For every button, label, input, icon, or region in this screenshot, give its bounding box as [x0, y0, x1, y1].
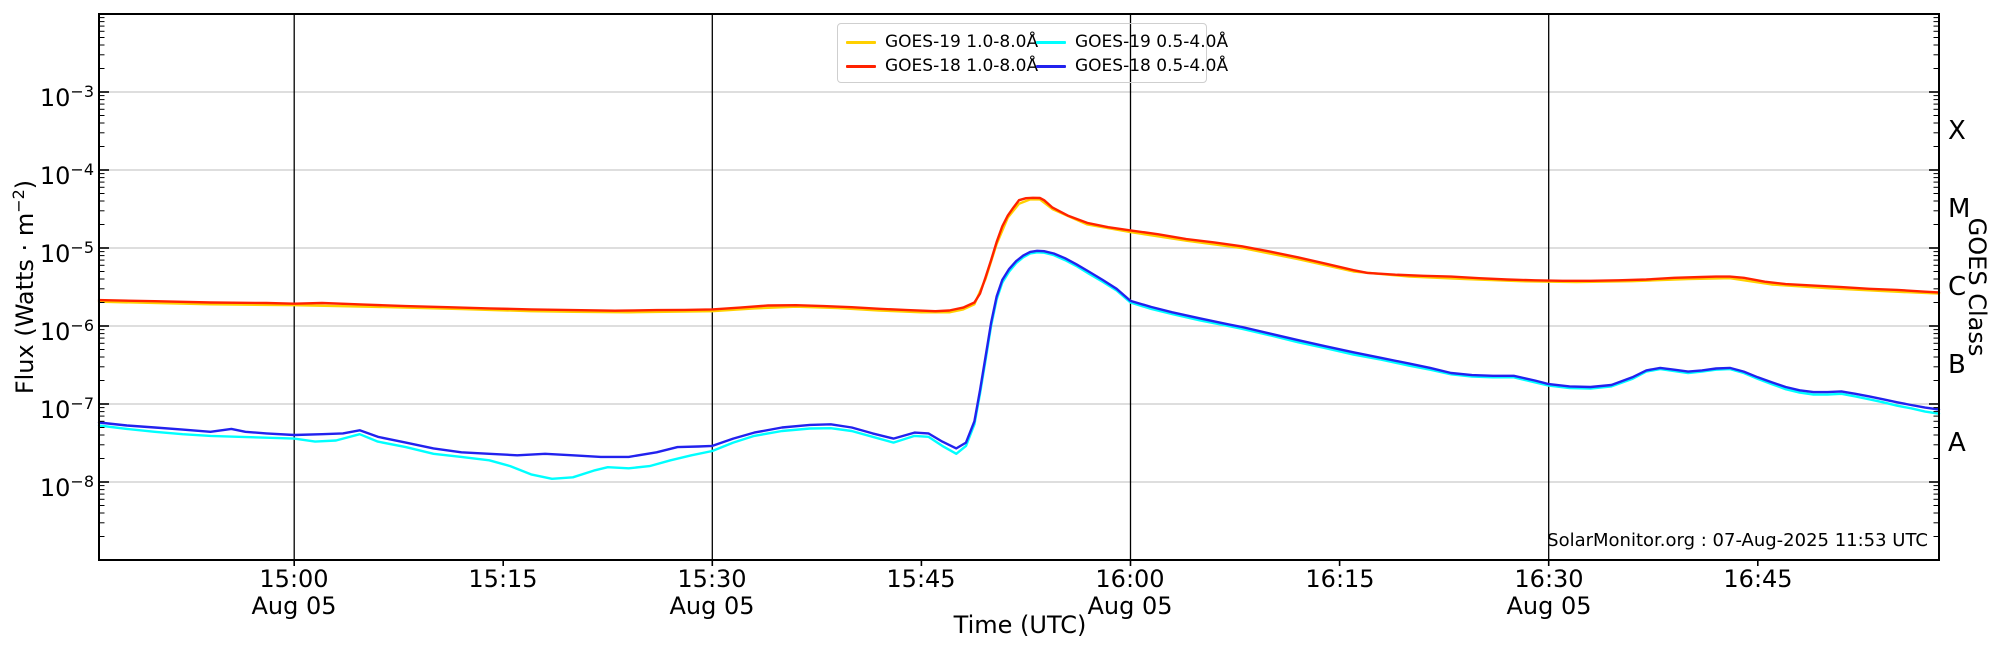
x-tick-label: 15:45 [886, 565, 956, 593]
legend-swatch-goes19-short [1036, 40, 1066, 44]
goes-class-letter-b: B [1948, 350, 1966, 380]
x-date-label: Aug 05 [669, 592, 755, 620]
goes-class-letter-c: C [1948, 272, 1967, 302]
legend-label: GOES-18 0.5-4.0Å [1075, 56, 1229, 76]
x-tick-label: 15:30 [677, 565, 747, 593]
x-tick-label: 16:15 [1305, 565, 1375, 593]
x-date-label: Aug 05 [1087, 592, 1173, 620]
x-tick-label: 16:45 [1723, 565, 1793, 593]
axes-frame [98, 13, 1940, 561]
goes-class-letter-x: X [1948, 116, 1966, 146]
legend-item: GOES-19 0.5-4.0Å [1036, 30, 1228, 54]
series-line-0 [97, 198, 1941, 314]
y-tick-label: 10−3 [39, 82, 94, 112]
x-tick-label: 15:15 [468, 565, 538, 593]
x-date-label: Aug 05 [1506, 592, 1592, 620]
series-line-1 [97, 196, 1941, 313]
legend-item: GOES-18 0.5-4.0Å [1036, 54, 1228, 78]
y-axis-label: Flux (Watts · m−2) [9, 179, 39, 395]
goes-class-letter-m: M [1948, 194, 1971, 224]
series-line-2 [97, 251, 1941, 480]
y-tick-label: 10−4 [39, 160, 94, 190]
legend-swatch-goes19-long [846, 40, 876, 44]
legend-swatch-goes18-short [1036, 64, 1066, 68]
series-line-3 [97, 249, 1941, 459]
x-axis-label: Time (UTC) [953, 611, 1087, 639]
x-date-label: Aug 05 [251, 592, 337, 620]
goes-class-letter-a: A [1948, 428, 1966, 458]
x-tick-label: 16:00 [1095, 565, 1165, 593]
credit-text: SolarMonitor.org : 07-Aug-2025 11:53 UTC [1547, 530, 1928, 551]
y-tick-label: 10−8 [39, 472, 94, 502]
legend: GOES-19 1.0-8.0Å GOES-18 1.0-8.0Å GOES-1… [837, 23, 1228, 83]
legend-label: GOES-19 0.5-4.0Å [1075, 32, 1229, 52]
x-tick-label: 16:30 [1514, 565, 1584, 593]
legend-swatch-goes18-long [846, 64, 876, 68]
legend-label: GOES-18 1.0-8.0Å [885, 56, 1039, 76]
y-tick-label: 10−5 [39, 238, 94, 268]
right-axis-label: GOES Class [1963, 217, 1991, 357]
y-tick-label: 10−7 [39, 394, 94, 424]
legend-label: GOES-19 1.0-8.0Å [885, 32, 1039, 52]
y-tick-label: 10−6 [39, 316, 94, 346]
legend-item: GOES-19 1.0-8.0Å [846, 30, 1038, 54]
x-tick-label: 15:00 [259, 565, 329, 593]
legend-item: GOES-18 1.0-8.0Å [846, 54, 1038, 78]
